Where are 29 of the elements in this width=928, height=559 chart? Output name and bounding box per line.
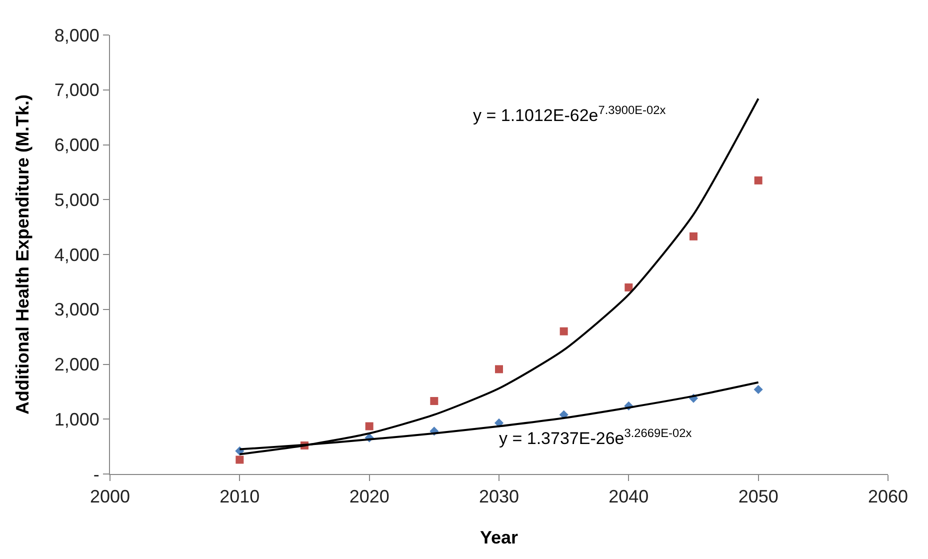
- x-axis-title: Year: [480, 528, 518, 548]
- y-tick-label: 5,000: [54, 190, 100, 210]
- x-tick-label: 2010: [220, 486, 260, 507]
- point: [690, 232, 698, 240]
- point: [754, 384, 763, 394]
- x-tick-label: 2060: [868, 486, 908, 507]
- y-tick-label: 7,000: [54, 80, 100, 100]
- y-tick-label: 1,000: [54, 409, 100, 430]
- x-tick-label: 2040: [608, 486, 649, 507]
- point: [560, 327, 568, 336]
- point: [236, 456, 244, 464]
- y-tick-label: 8,000: [54, 25, 100, 46]
- y-tick-label: 6,000: [54, 135, 100, 156]
- y-tick-label: -: [93, 464, 100, 484]
- annotation: y = 1.1012E-62e$^{7.3900E-02x}$: [473, 103, 666, 126]
- x-tick-label: 2000: [90, 486, 130, 507]
- point: [624, 283, 633, 292]
- point: [430, 397, 438, 406]
- point: [754, 176, 762, 184]
- x-tick-label: 2030: [478, 486, 520, 507]
- x-tick-label: 2020: [349, 486, 390, 507]
- y-tick-label: 3,000: [54, 300, 100, 320]
- y-tick-label: 4,000: [54, 244, 100, 265]
- point: [365, 422, 374, 430]
- point: [495, 365, 503, 374]
- annotation: y = 1.3737E-26e$^{3.2669E-02x}$: [499, 426, 692, 448]
- y-axis-title: Additional Health Expenditure (M.Tk.): [12, 94, 33, 415]
- y-tick-label: 2,000: [54, 354, 100, 375]
- x-tick-label: 2050: [738, 486, 778, 507]
